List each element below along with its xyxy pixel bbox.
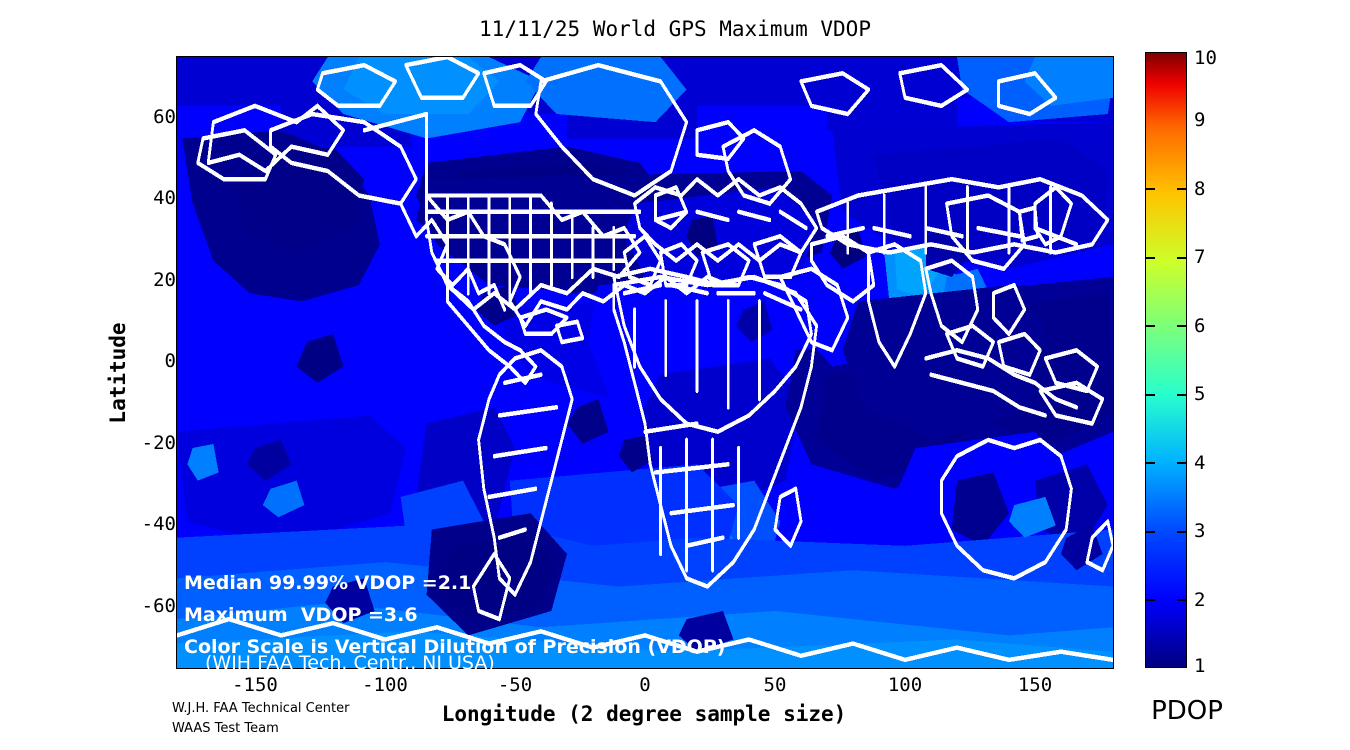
y-tick-label: -60 xyxy=(141,595,176,617)
colorbar-tick xyxy=(1177,257,1186,259)
x-tick-label: 0 xyxy=(639,674,651,696)
coastline-layer xyxy=(177,57,1113,663)
footer-organization: W.J.H. FAA Technical Center xyxy=(172,701,350,716)
x-tick-label: -100 xyxy=(362,674,408,696)
colorbar-tick-label: 4 xyxy=(1194,452,1206,474)
colorbar-axis-label: PDOP xyxy=(1151,696,1223,726)
maximum-vdop-annotation: Maximum VDOP =3.6 xyxy=(184,604,418,626)
colorbar-tick-label: 8 xyxy=(1194,178,1206,200)
source-annotation: (WJH FAA Tech. Centr., NJ USA) xyxy=(205,652,495,674)
colorbar-tick-label: 5 xyxy=(1194,383,1206,405)
x-tick-label: 100 xyxy=(887,674,923,696)
colorbar-tick-label: 10 xyxy=(1194,47,1217,69)
x-axis-label: Longitude (2 degree sample size) xyxy=(441,702,847,726)
y-axis-label: Latitude xyxy=(106,322,130,424)
y-tick-label: -40 xyxy=(141,513,176,535)
colorbar-tick-label: 2 xyxy=(1194,589,1206,611)
median-vdop-annotation: Median 99.99% VDOP =2.1 xyxy=(184,572,472,594)
x-tick-label: -150 xyxy=(232,674,278,696)
colorbar-tick xyxy=(1177,394,1186,396)
x-tick-label: -50 xyxy=(497,674,533,696)
page-title: 11/11/25 World GPS Maximum VDOP xyxy=(479,17,871,41)
y-tick-label: 60 xyxy=(153,106,176,128)
y-tick-label: 0 xyxy=(164,350,176,372)
colorbar-tick-label: 3 xyxy=(1194,520,1206,542)
colorbar-tick xyxy=(1146,394,1155,396)
colorbar-tick xyxy=(1146,257,1155,259)
y-tick-label: 40 xyxy=(153,187,176,209)
colorbar-tick xyxy=(1146,599,1155,601)
y-tick-label: 20 xyxy=(153,269,176,291)
x-tick-label: 150 xyxy=(1017,674,1053,696)
colorbar-tick xyxy=(1146,188,1155,190)
colorbar-tick xyxy=(1177,462,1186,464)
colorbar-tick-label: 7 xyxy=(1194,246,1206,268)
colorbar-tick xyxy=(1146,462,1155,464)
x-tick-label: 50 xyxy=(763,674,787,696)
colorbar-tick xyxy=(1146,531,1155,533)
colorbar-tick-label: 6 xyxy=(1194,315,1206,337)
vdop-contour-map xyxy=(177,57,1113,668)
colorbar-tick xyxy=(1177,188,1186,190)
colorbar-tick xyxy=(1177,325,1186,327)
map-plot-area[interactable] xyxy=(176,56,1114,669)
colorbar-tick xyxy=(1177,531,1186,533)
colorbar[interactable] xyxy=(1145,52,1187,668)
footer-team: WAAS Test Team xyxy=(172,721,279,736)
color-scale-annotation: Color Scale is Vertical Dilution of Prec… xyxy=(184,636,726,658)
colorbar-tick xyxy=(1177,599,1186,601)
colorbar-gradient xyxy=(1145,52,1187,668)
colorbar-tick-label: 1 xyxy=(1194,655,1206,677)
colorbar-tick-label: 9 xyxy=(1194,109,1206,131)
y-tick-label: -20 xyxy=(141,432,176,454)
colorbar-tick xyxy=(1146,325,1155,327)
